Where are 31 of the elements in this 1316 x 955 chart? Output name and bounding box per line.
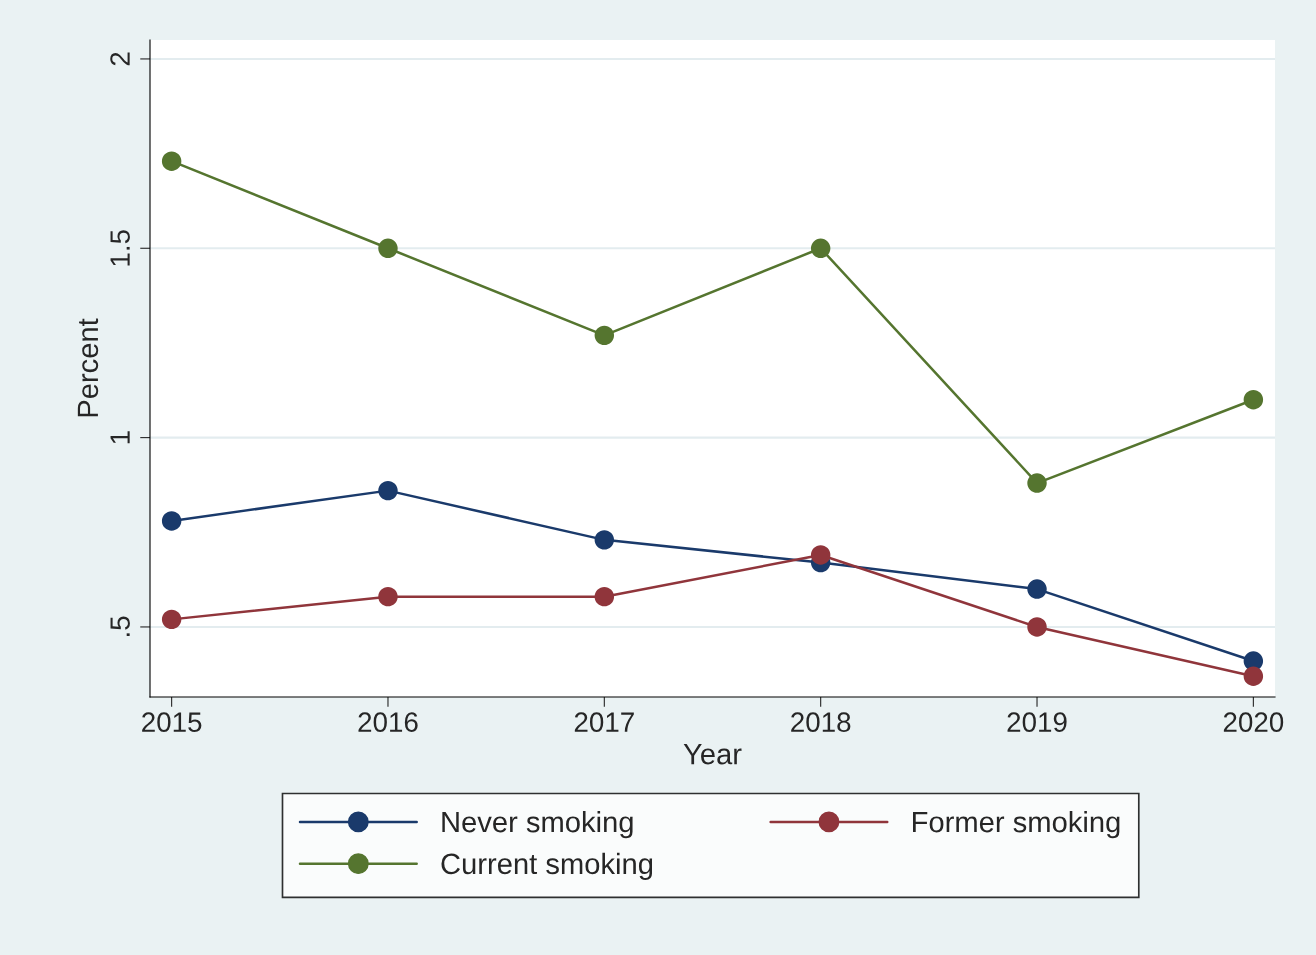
point bbox=[378, 480, 398, 501]
x-tick-label: 2015 bbox=[142, 712, 202, 732]
point bbox=[378, 238, 398, 258]
x-tick-label: 2016 bbox=[358, 712, 418, 732]
point bbox=[1027, 617, 1047, 637]
y-tick-label: .5 bbox=[110, 616, 130, 636]
x-tick-label: 2017 bbox=[574, 712, 634, 732]
x-axis-title: Year bbox=[683, 744, 742, 765]
point bbox=[594, 586, 615, 607]
point bbox=[594, 530, 615, 550]
point bbox=[1027, 579, 1047, 599]
legend-label: Former smoking bbox=[913, 810, 1120, 839]
point bbox=[594, 325, 615, 346]
point bbox=[810, 545, 831, 565]
x-tick-label: 2019 bbox=[1007, 712, 1067, 732]
point bbox=[378, 586, 398, 607]
y-axis-title: Percent bbox=[77, 318, 99, 417]
point bbox=[1243, 666, 1264, 686]
y-tick-label: 2 bbox=[110, 52, 130, 66]
x-tick-label: 2018 bbox=[791, 712, 851, 732]
point bbox=[161, 609, 182, 630]
point bbox=[1243, 390, 1264, 410]
y-tick-label: 1.5 bbox=[110, 230, 130, 266]
point bbox=[810, 238, 831, 258]
legend-label: Never smoking bbox=[442, 810, 633, 839]
legend-label: Current smoking bbox=[441, 852, 653, 880]
x-tick-label: 2020 bbox=[1223, 712, 1284, 732]
point bbox=[161, 151, 182, 171]
y-tick-label: 1 bbox=[110, 431, 130, 444]
point bbox=[161, 511, 182, 531]
point bbox=[1027, 473, 1047, 493]
